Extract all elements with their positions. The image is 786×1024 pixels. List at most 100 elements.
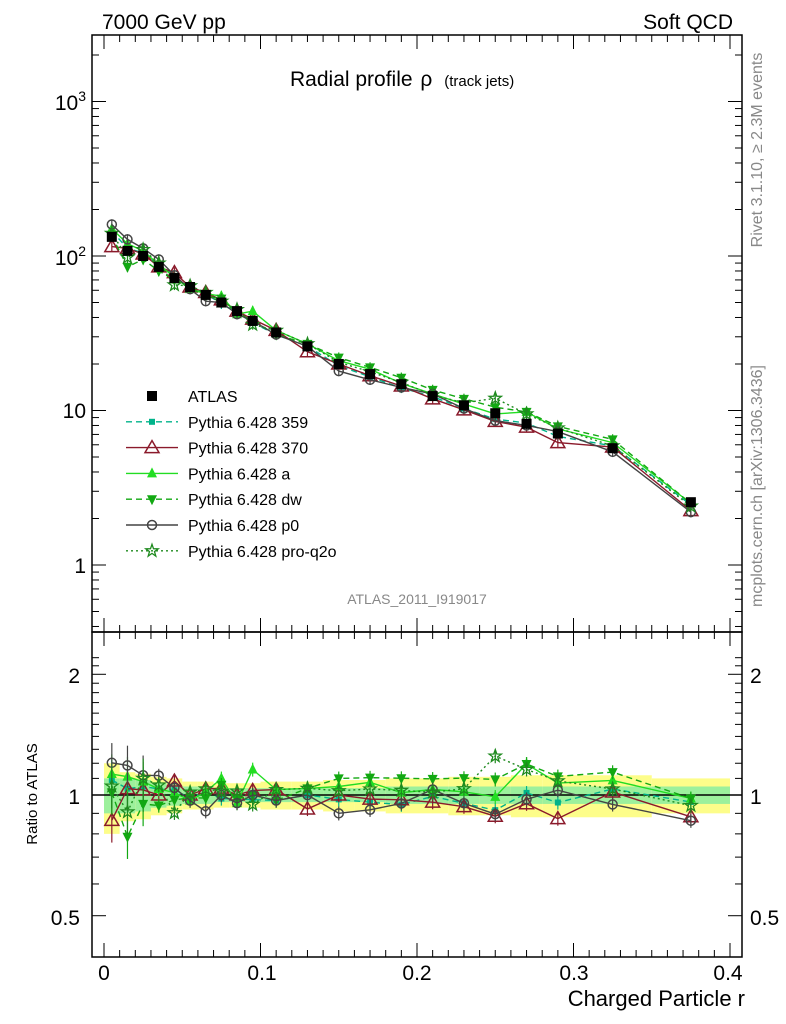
series-line [111, 233, 692, 507]
ratio-line [111, 763, 692, 805]
data-marker [685, 497, 696, 508]
ratio-series-6 [103, 747, 700, 835]
header-energy: 7000 GeV pp [102, 11, 226, 34]
data-marker [247, 315, 258, 326]
data-marker [518, 405, 535, 421]
data-marker [607, 443, 618, 454]
legend-entry: Pythia 6.428 370 [126, 439, 308, 458]
ratio-ytick-label-0.5: 0.5 [51, 907, 80, 930]
main-ytick-label-1: 1 [74, 555, 86, 578]
data-marker [216, 772, 227, 783]
data-marker [153, 801, 164, 812]
data-marker [299, 800, 316, 815]
data-marker [362, 780, 379, 796]
data-marker [197, 780, 214, 796]
data-marker [427, 774, 438, 785]
data-marker [166, 804, 183, 820]
xtick-label-0.2: 0.2 [402, 962, 431, 985]
legend-label: Pythia 6.428 p0 [188, 518, 299, 535]
data-marker [607, 768, 618, 779]
series-line [111, 228, 692, 505]
data-marker [607, 799, 618, 810]
data-marker [458, 400, 469, 411]
data-marker [150, 776, 167, 792]
data-marker [231, 797, 243, 809]
data-marker [333, 774, 344, 785]
data-marker [364, 804, 376, 816]
legend-label: Pythia 6.428 359 [188, 415, 308, 432]
header-category: Soft QCD [643, 11, 733, 34]
data-marker [607, 774, 618, 785]
data-marker [106, 231, 117, 242]
data-marker [424, 783, 441, 800]
data-marker [103, 811, 121, 827]
data-marker [458, 774, 469, 785]
analysis-id: ATLAS_2011_I919017 [347, 591, 487, 607]
ratio-line [111, 755, 692, 815]
legend-entry: Pythia 6.428 359 [126, 415, 308, 432]
data-marker [138, 251, 149, 261]
ratio-ytick-label-right-1: 1 [750, 786, 762, 809]
legend-entry: Pythia 6.428 pro-q2o [126, 542, 337, 561]
data-marker [396, 774, 407, 785]
legend-entry: ATLAS [147, 389, 238, 406]
atlas-data [106, 231, 696, 508]
series-line [111, 230, 692, 506]
data-marker [119, 803, 136, 819]
data-marker [122, 234, 133, 245]
ratio-y-axis-label: Ratio to ATLAS [24, 743, 41, 844]
main-ytick-label-10: 10 [63, 400, 86, 423]
data-marker [549, 772, 566, 788]
data-marker [518, 760, 535, 777]
data-marker [490, 790, 501, 801]
data-marker [455, 780, 472, 796]
data-marker [185, 282, 196, 293]
ratio-ytick-label-1: 1 [68, 786, 80, 809]
plot-title-sub: (track jets) [444, 73, 514, 90]
data-marker [232, 306, 243, 317]
data-marker [486, 412, 504, 428]
ratio-uncertainty-bands [104, 763, 730, 834]
ratio-line [111, 762, 692, 822]
data-marker [228, 782, 246, 798]
data-marker [554, 799, 561, 806]
legend-label: Pythia 6.428 370 [188, 441, 308, 458]
data-marker [169, 782, 180, 794]
series-line [111, 235, 692, 505]
data-marker [143, 542, 161, 558]
data-marker [490, 808, 501, 820]
xtick-label-0: 0 [98, 962, 110, 985]
data-marker [396, 798, 407, 809]
data-marker [521, 794, 532, 805]
data-marker [682, 797, 700, 813]
data-marker [216, 297, 227, 308]
data-marker [271, 327, 282, 338]
data-marker [330, 782, 347, 798]
data-marker [552, 428, 563, 439]
data-marker [268, 781, 285, 797]
axis-ticks [92, 35, 742, 957]
data-marker [247, 305, 258, 316]
data-marker [521, 418, 532, 429]
ratio-ytick-label-right-0.5: 0.5 [750, 907, 779, 930]
data-marker [146, 519, 158, 531]
legend-entry: Pythia 6.428 p0 [126, 518, 299, 535]
data-marker [604, 780, 621, 796]
data-marker [169, 273, 180, 284]
ratio-line [111, 780, 692, 821]
data-marker [122, 832, 133, 843]
main-ytick-label-1000: 103 [55, 88, 86, 115]
data-marker [333, 358, 344, 369]
data-marker [424, 793, 441, 808]
data-marker [200, 794, 211, 805]
data-marker [247, 763, 258, 774]
data-marker [487, 389, 504, 406]
data-marker [200, 289, 211, 300]
data-marker [487, 747, 504, 764]
data-marker [299, 779, 316, 796]
data-marker [147, 467, 157, 478]
main-ytick-label-100: 102 [55, 243, 86, 270]
data-marker [333, 808, 344, 819]
data-marker [134, 769, 152, 786]
